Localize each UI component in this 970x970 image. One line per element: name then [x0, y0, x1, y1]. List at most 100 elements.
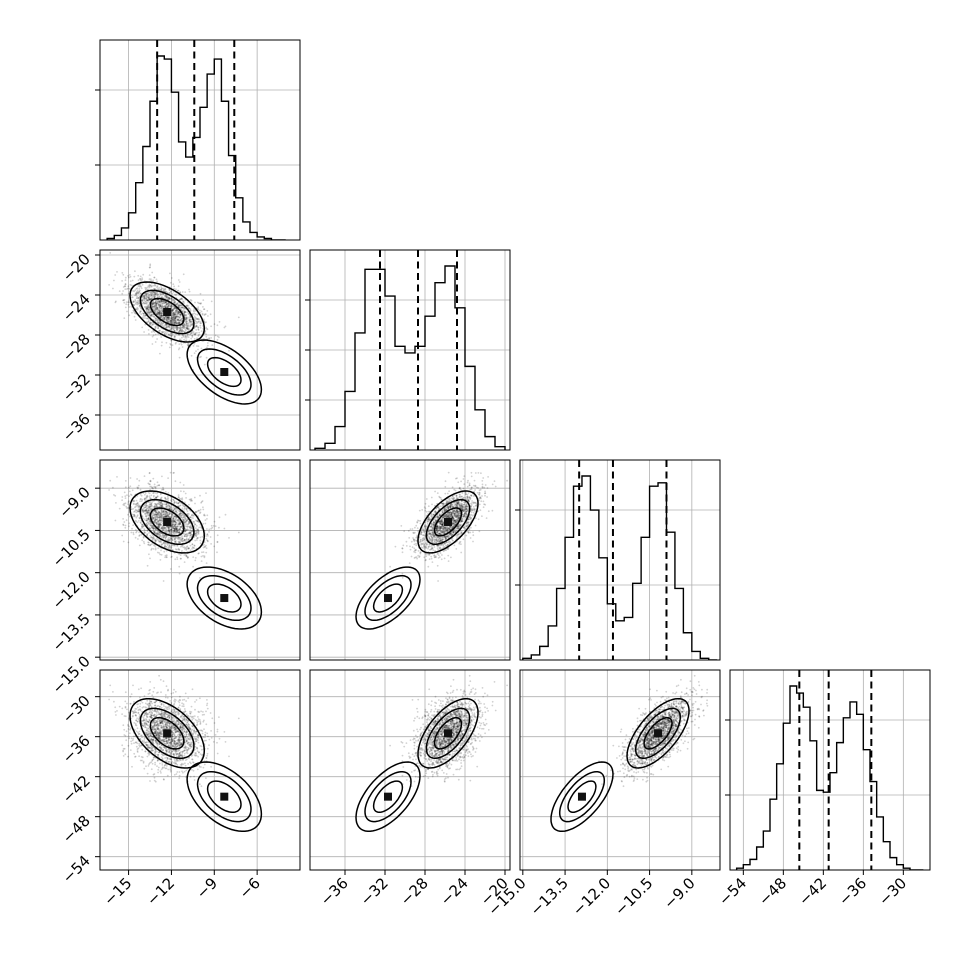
sample-point [174, 319, 176, 321]
sample-point [179, 329, 182, 332]
sample-point [149, 485, 152, 488]
sample-point [143, 497, 146, 500]
sample-point [432, 521, 435, 524]
sample-point [166, 511, 169, 514]
sample-point [442, 524, 444, 527]
sample-point [466, 495, 469, 498]
sample-point [191, 543, 194, 546]
sample-point [156, 516, 158, 518]
sample-point [122, 286, 125, 288]
sample-point [131, 279, 134, 282]
sample-point [452, 530, 455, 532]
sample-point [185, 318, 188, 321]
sample-point [451, 512, 454, 515]
sample-point [137, 484, 140, 487]
sample-point [183, 312, 186, 315]
sample-point [177, 514, 180, 516]
sample-point [178, 528, 181, 530]
sample-point [155, 302, 158, 305]
sample-point [170, 321, 173, 324]
sample-point [147, 288, 149, 291]
sample-point [152, 517, 155, 519]
sample-point [133, 515, 136, 518]
sample-point [148, 507, 151, 510]
sample-point [153, 544, 155, 547]
sample-point [432, 535, 435, 537]
sample-point [154, 538, 157, 541]
sample-point [193, 544, 196, 547]
sample-point [470, 509, 473, 512]
sample-point [158, 300, 161, 303]
sample-point [137, 508, 140, 511]
sample-point [173, 471, 175, 474]
sample-point [186, 327, 188, 330]
sample-point [168, 511, 171, 514]
sample-point [446, 527, 449, 530]
sample-point [448, 490, 450, 493]
sample-point [447, 507, 449, 510]
sample-point [203, 308, 206, 310]
sample-point [147, 311, 150, 314]
sample-point [461, 520, 464, 522]
sample-point [189, 323, 192, 326]
sample-point [153, 513, 156, 516]
sample-point [158, 523, 160, 526]
sample-point [161, 517, 163, 520]
sample-point [146, 518, 149, 520]
sample-point [179, 510, 182, 513]
density-contour [206, 583, 242, 613]
sample-point [161, 308, 164, 311]
sample-point [163, 318, 165, 321]
sample-point [439, 539, 442, 542]
sample-point [154, 486, 157, 489]
sample-point [172, 290, 175, 293]
sample-point [151, 315, 154, 317]
sample-point [198, 318, 201, 321]
sample-point [205, 313, 207, 315]
sample-point [164, 287, 166, 290]
sample-point [184, 517, 186, 520]
sample-point [184, 311, 187, 314]
sample-point [135, 509, 138, 512]
sample-point [193, 333, 196, 336]
sample-point [462, 527, 465, 529]
sample-point [137, 307, 139, 310]
sample-point [162, 316, 165, 318]
sample-point [466, 509, 469, 511]
sample-point [184, 515, 186, 517]
sample-point [175, 536, 178, 539]
sample-point [141, 299, 143, 301]
sample-point [157, 320, 159, 322]
sample-point [439, 528, 441, 531]
sample-point [178, 536, 181, 539]
sample-point [148, 517, 150, 520]
sample-point [189, 534, 192, 537]
sample-point [194, 332, 197, 335]
sample-point [167, 477, 170, 479]
sample-point [170, 317, 173, 319]
sample-point [153, 276, 156, 279]
sample-point [185, 509, 188, 511]
sample-point [152, 512, 155, 514]
sample-point [158, 322, 160, 324]
sample-point [205, 535, 208, 537]
sample-point [170, 317, 173, 319]
sample-point [199, 356, 201, 359]
sample-point [158, 306, 161, 308]
sample-point [419, 522, 422, 525]
sample-point [167, 503, 169, 505]
sample-point [456, 512, 458, 514]
sample-point [168, 288, 171, 291]
sample-point [170, 320, 173, 323]
sample-point [237, 316, 240, 319]
sample-point [161, 488, 163, 491]
sample-point [452, 530, 454, 533]
sample-point [147, 303, 150, 306]
sample-point [447, 471, 450, 474]
sample-point [463, 483, 466, 485]
sample-point [173, 321, 176, 324]
sample-point [205, 537, 208, 540]
sample-point [179, 523, 182, 525]
sample-point [173, 326, 176, 328]
sample-point [138, 517, 141, 519]
